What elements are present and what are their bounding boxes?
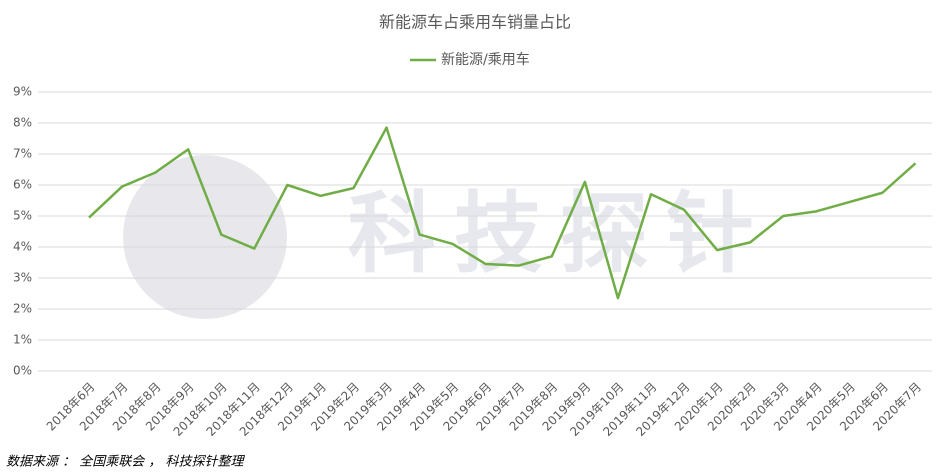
y-tick-label: 5% [13, 209, 32, 223]
source-note: 数据来源 ： 全国乘联会 ， 科技探针整理 [6, 454, 246, 470]
y-tick-label: 8% [13, 116, 32, 130]
chart-title: 新能源车占乘用车销量占比 [379, 13, 571, 32]
y-tick-label: 3% [13, 271, 32, 285]
y-tick-label: 9% [13, 85, 32, 99]
watermark: 科技探针 [348, 182, 772, 285]
y-tick-label: 7% [13, 147, 32, 161]
y-tick-label: 1% [13, 333, 32, 347]
y-tick-label: 4% [13, 240, 32, 254]
y-tick-label: 0% [13, 364, 32, 378]
legend-label: 新能源/乘用车 [441, 51, 530, 68]
y-tick-label: 6% [13, 178, 32, 192]
watermark-logo [123, 155, 287, 319]
line [88, 126, 917, 300]
y-tick-label: 2% [13, 302, 32, 316]
